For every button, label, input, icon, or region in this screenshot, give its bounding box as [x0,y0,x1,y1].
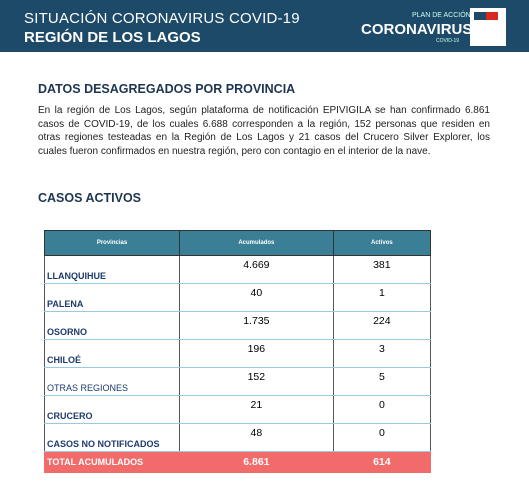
cases-table: Provincias Acumulados Activos LLANQUIHUE 4.6… [44,230,432,473]
cell-label: CASOS NO NOTIFICADOS [44,423,180,452]
cell-value: 196 [179,339,334,368]
cell-value: 614 [332,451,432,473]
table-row: LLANQUIHUE 4.669 381 [44,255,432,284]
header-subtitle: REGIÓN DE LOS LAGOS [24,29,201,46]
paragraph: En la región de Los Lagos, según platafo… [38,105,490,157]
cell-value: 48 [179,423,334,452]
cell-value: 381 [332,255,432,284]
header-title: SITUACIÓN CORONAVIRUS COVID-19 [24,10,300,27]
table-heading: CASOS ACTIVOS [38,191,142,205]
column-header: Acumulados [179,230,334,256]
column-header: Activos [332,230,432,256]
cell-label: LLANQUIHUE [44,255,180,284]
gov-logo [470,8,506,46]
section-heading: DATOS DESAGREGADOS POR PROVINCIA [38,82,296,96]
cell-value: 0 [332,423,432,452]
cell-label: CHILOÉ [44,339,180,368]
cell-label: CRUCERO [44,395,180,424]
table-row: CRUCERO 21 0 [44,395,432,424]
cell-label: OSORNO [44,311,180,340]
cell-value: 4.669 [179,255,334,284]
cell-value: 0 [332,395,432,424]
column-header: Provincias [44,230,180,256]
cell-value: 6.861 [179,451,334,473]
brand-tag: COVID-19 [436,38,460,44]
table-row: PALENA 40 1 [44,283,432,312]
cell-label: PALENA [44,283,180,312]
table-row: OTRAS REGIONES 152 5 [44,367,432,396]
cell-value: 3 [332,339,432,368]
cell-label: TOTAL ACUMULADOS [44,451,180,473]
table-row: OSORNO 1.735 224 [44,311,432,340]
table-row: TOTAL ACUMULADOS 6.861 614 [44,451,432,473]
brand-name: CORONAVIRUS [361,21,473,38]
cell-label: OTRAS REGIONES [44,367,180,396]
cell-value: 224 [332,311,432,340]
header-row: Provincias Acumulados Activos [44,230,432,256]
table-row: CASOS NO NOTIFICADOS 48 0 [44,423,432,452]
cell-value: 152 [179,367,334,396]
header: SITUACIÓN CORONAVIRUS COVID-19 REGIÓN DE… [0,0,529,52]
cell-value: 5 [332,367,432,396]
cell-value: 1 [332,283,432,312]
brand-plan: PLAN DE ACCIÓN [412,12,471,19]
table-row: CHILOÉ 196 3 [44,339,432,368]
cell-value: 40 [179,283,334,312]
cell-value: 1.735 [179,311,334,340]
cell-value: 21 [179,395,334,424]
